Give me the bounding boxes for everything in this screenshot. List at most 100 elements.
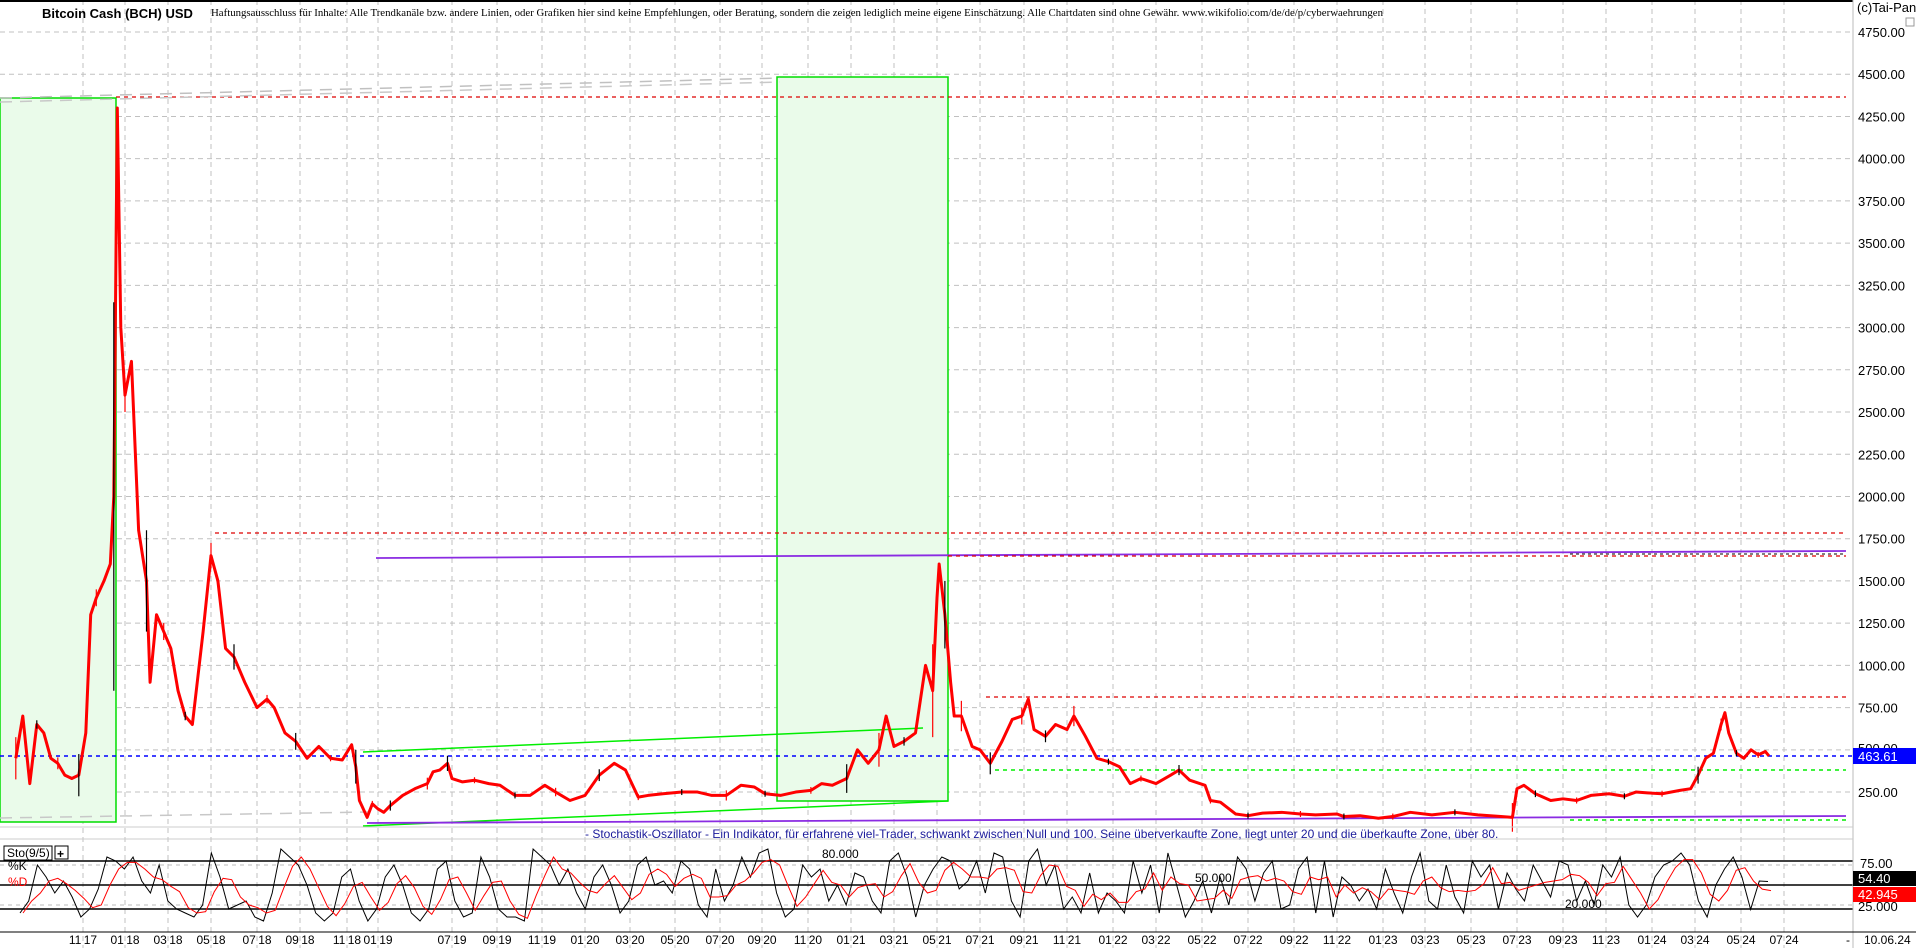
x-tick-label: 01 22 [1098,933,1127,947]
sto-label: Sto(9/5) [7,846,50,860]
x-tick-label: 11 22 [1323,933,1352,947]
x-tick-label: 03 20 [615,933,644,947]
disclaimer-text: Haftungsausschluss für Inhalte: Alle Tre… [211,7,1383,19]
y-tick-label: 1000.00 [1858,658,1905,673]
y-tick-label: 2250.00 [1858,447,1905,462]
x-tick-label: 07 22 [1233,933,1262,947]
x-tick-label: 05 20 [660,933,689,947]
x-tick-label: 07 23 [1502,933,1531,947]
green-channel-top [362,727,924,753]
x-tick-label: 07 21 [965,933,994,947]
x-tick-label: 11 19 [528,933,557,947]
grid [0,0,1853,948]
stochastic-description: - Stochastik-Oszillator - Ein Indikator,… [585,827,1498,841]
copyright-label: (c)Tai-Pan [1857,0,1916,15]
x-tick-label: 01 23 [1368,933,1397,947]
x-tick-label: 11 18 [333,933,362,947]
sto-tick-25: 25.000 [1858,899,1898,914]
x-tick-label: 09 19 [482,933,511,947]
sto-tick-75: 75.00 [1860,856,1893,871]
level-50-label: 50.000 [1195,871,1232,885]
x-tick-label: 01 19 [363,933,392,947]
last-date-label: 10.06.24 [1864,933,1911,947]
last-k-label: 54.40 [1858,871,1891,886]
k-line [19,847,1769,923]
purple-channel-top [375,550,1847,559]
level-20-label: 20.000 [1565,897,1602,911]
x-tick-label: 09 20 [747,933,776,947]
last-price-label: 463.61 [1858,749,1898,764]
sto-label-box[interactable] [3,845,53,861]
x-tick-label: 05 23 [1456,933,1485,947]
level-80-label: 80.000 [822,847,859,861]
x-tick-label: 09 21 [1009,933,1038,947]
date-axis: 11 17 01 18 03 18 05 18 07 18 09 18 11 18 01 19… [69,933,1799,947]
x-tick-label: 07 18 [242,933,271,947]
y-tick-label: 3750.00 [1858,194,1905,209]
x-tick-label: 11 23 [1592,933,1621,947]
x-tick-label: 07 19 [437,933,466,947]
x-tick-label: 07 20 [705,933,734,947]
x-tick-label: 09 18 [285,933,314,947]
last-d-label: 42.945 [1858,887,1898,902]
y-tick-label: 3250.00 [1858,278,1905,293]
y-tick-label: 250.00 [1858,785,1898,800]
plus-icon: + [57,847,64,861]
add-indicator-button[interactable] [54,845,69,860]
green-zone-2017 [0,97,117,823]
stochastic-panel [0,847,1853,923]
price-axis: 4750.00 4500.00 4250.00 4000.00 3750.00 3500.… [1858,25,1905,800]
x-tick-label: 09 23 [1548,933,1577,947]
y-tick-label: 4000.00 [1858,152,1905,167]
y-tick-label: 750.00 [1858,701,1898,716]
last-price-badge [1853,748,1916,764]
x-tick-label: 07 24 [1769,933,1798,947]
d-line [22,856,1772,920]
x-tick-label: 03 18 [153,933,182,947]
x-tick-label: 03 22 [1141,933,1170,947]
y-tick-label: 2000.00 [1858,489,1905,504]
x-tick-label: 11 21 [1053,933,1082,947]
collapse-icon[interactable] [1905,17,1915,27]
legend-d: %D [8,875,28,889]
y-tick-label: 4750.00 [1858,25,1905,40]
x-tick-label: 01 20 [570,933,599,947]
legend-k: %K [8,859,27,873]
x-tick-label: 11 17 [69,933,98,947]
date-end-marker: - [1846,933,1850,947]
y-tick-label: 2750.00 [1858,363,1905,378]
trend-line-upper [0,77,781,99]
y-tick-label: 1250.00 [1858,616,1905,631]
green-zone-2021 [776,76,949,802]
x-tick-label: 09 22 [1279,933,1308,947]
x-tick-label: 01 24 [1637,933,1666,947]
y-tick-label: 3500.00 [1858,236,1905,251]
y-tick-label: 2500.00 [1858,405,1905,420]
y-tick-label: 1500.00 [1858,574,1905,589]
chart-title: Bitcoin Cash (BCH) USD [42,6,193,21]
y-tick-label: 3000.00 [1858,321,1905,336]
trend-line-lower [0,811,371,819]
trend-line-upper [0,81,781,103]
x-tick-label: 01 18 [110,933,139,947]
x-tick-label: 05 21 [922,933,951,947]
x-tick-label: 03 24 [1680,933,1709,947]
y-tick-label: 1750.00 [1858,532,1905,547]
x-tick-label: 05 22 [1187,933,1216,947]
y-tick-label: 4250.00 [1858,109,1905,124]
price-series [14,106,1771,832]
x-tick-label: 01 21 [836,933,865,947]
annotation-zones [0,76,949,823]
price-line [14,106,1771,820]
x-tick-label: 05 18 [196,933,225,947]
x-tick-label: 05 24 [1726,933,1755,947]
x-tick-label: 03 21 [879,933,908,947]
annotation-lines [0,77,1853,827]
x-tick-label: 11 20 [794,933,823,947]
x-tick-label: 03 23 [1410,933,1439,947]
last-d-badge [1853,887,1916,902]
y-tick-label: 4500.00 [1858,67,1905,82]
purple-channel-bottom [366,815,1847,824]
last-k-badge [1853,871,1916,886]
